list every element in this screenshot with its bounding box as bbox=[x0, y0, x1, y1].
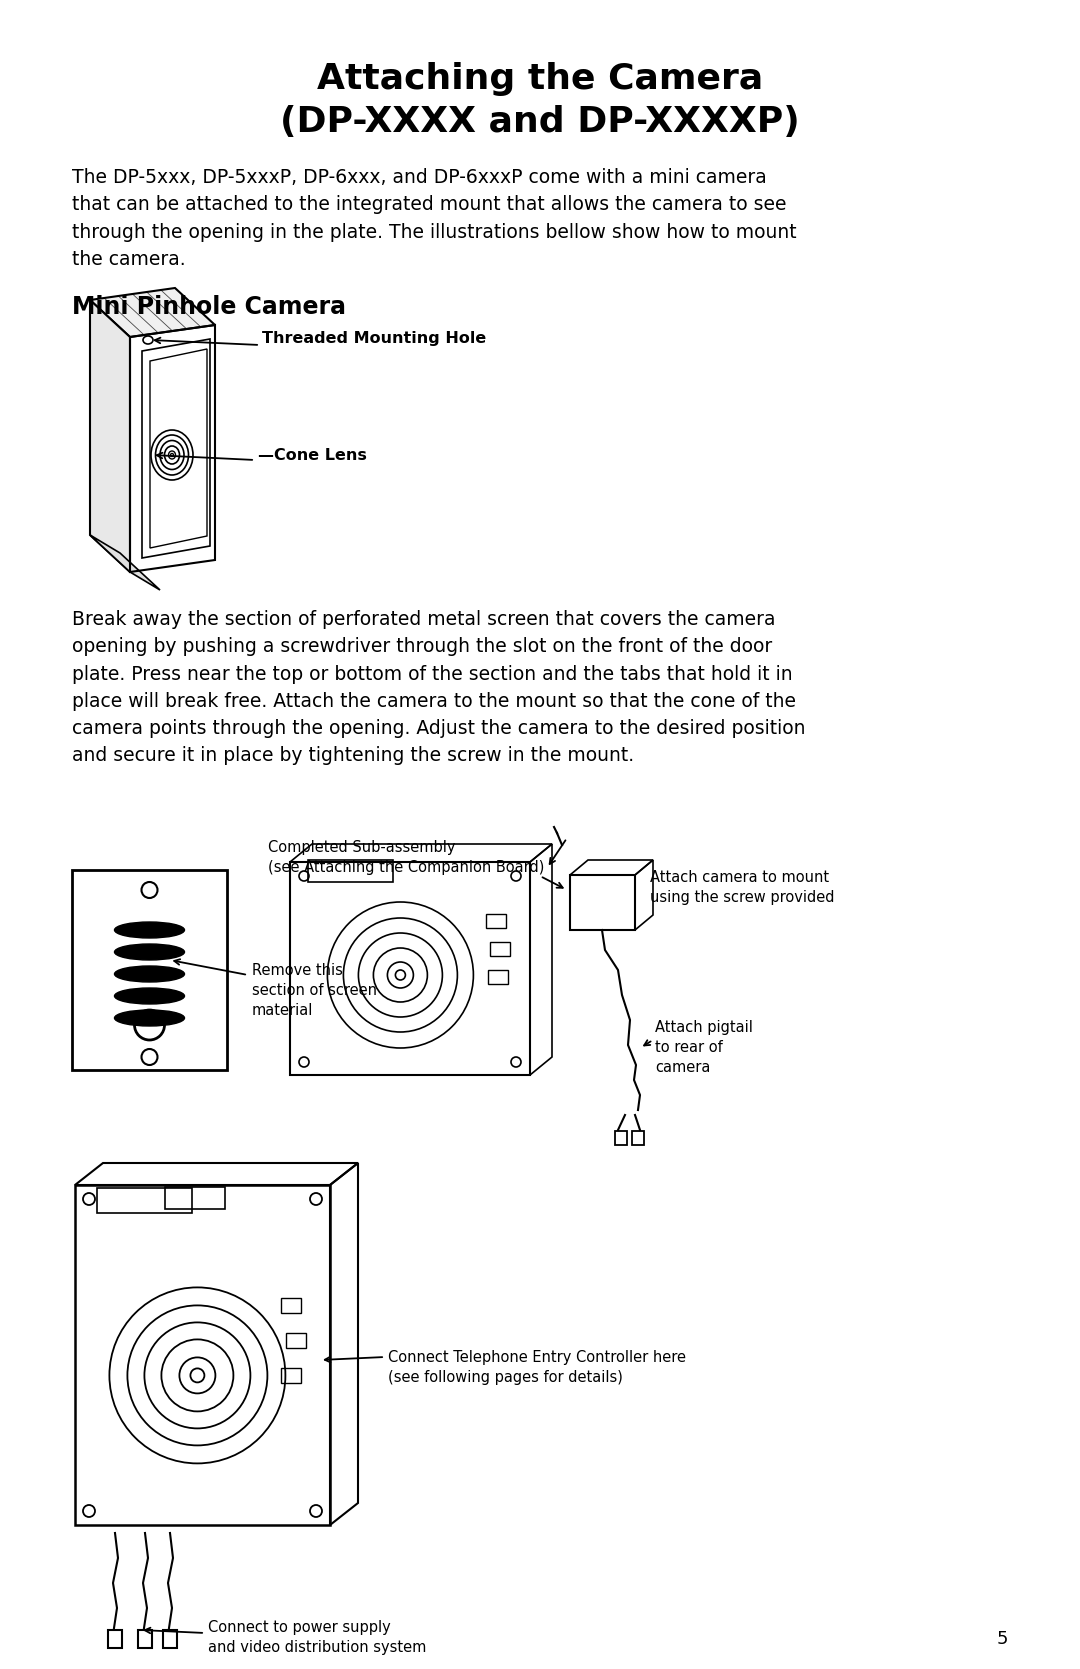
Ellipse shape bbox=[114, 1010, 185, 1026]
Text: Connect to power supply
and video distribution system: Connect to power supply and video distri… bbox=[208, 1621, 427, 1654]
Bar bbox=[75, 1185, 330, 1525]
Text: —Cone Lens: —Cone Lens bbox=[258, 447, 367, 462]
Bar bbox=[490, 941, 510, 956]
Bar bbox=[486, 915, 507, 928]
Bar bbox=[97, 1188, 192, 1213]
Ellipse shape bbox=[114, 988, 185, 1005]
Bar bbox=[632, 1132, 644, 1145]
Polygon shape bbox=[90, 289, 215, 337]
Ellipse shape bbox=[114, 966, 185, 981]
Text: Attaching the Camera: Attaching the Camera bbox=[316, 62, 764, 97]
Text: Connect Telephone Entry Controller here
(see following pages for details): Connect Telephone Entry Controller here … bbox=[388, 1350, 686, 1385]
Text: Attach pigtail
to rear of
camera: Attach pigtail to rear of camera bbox=[654, 1020, 753, 1075]
Text: Completed Sub-assembly
(see Attaching the Companion Board): Completed Sub-assembly (see Attaching th… bbox=[268, 840, 544, 875]
Bar bbox=[138, 1631, 152, 1647]
Bar bbox=[163, 1631, 177, 1647]
Ellipse shape bbox=[114, 945, 185, 960]
Text: Threaded Mounting Hole: Threaded Mounting Hole bbox=[262, 330, 486, 345]
Bar bbox=[308, 860, 393, 881]
Polygon shape bbox=[90, 300, 130, 572]
Bar bbox=[165, 1187, 225, 1208]
Text: Attach camera to mount
using the screw provided: Attach camera to mount using the screw p… bbox=[650, 870, 835, 905]
Bar bbox=[281, 1298, 301, 1314]
Bar bbox=[286, 1334, 306, 1349]
Bar bbox=[570, 875, 635, 930]
Bar bbox=[108, 1631, 122, 1647]
Text: Mini Pinhole Camera: Mini Pinhole Camera bbox=[72, 295, 346, 319]
Text: Break away the section of perforated metal screen that covers the camera
opening: Break away the section of perforated met… bbox=[72, 609, 806, 766]
Bar bbox=[291, 861, 530, 1075]
Ellipse shape bbox=[114, 921, 185, 938]
Bar bbox=[72, 870, 227, 1070]
Bar bbox=[615, 1132, 627, 1145]
Bar bbox=[488, 970, 508, 985]
Text: (DP-XXXX and DP-XXXXP): (DP-XXXX and DP-XXXXP) bbox=[280, 105, 800, 139]
Text: 5: 5 bbox=[997, 1631, 1008, 1647]
Text: The DP-5xxx, DP-5xxxP, DP-6xxx, and DP-6xxxP come with a mini camera
that can be: The DP-5xxx, DP-5xxxP, DP-6xxx, and DP-6… bbox=[72, 169, 797, 269]
Bar bbox=[281, 1369, 301, 1384]
Text: Remove this
section of screen
material: Remove this section of screen material bbox=[252, 963, 377, 1018]
Polygon shape bbox=[90, 536, 160, 591]
